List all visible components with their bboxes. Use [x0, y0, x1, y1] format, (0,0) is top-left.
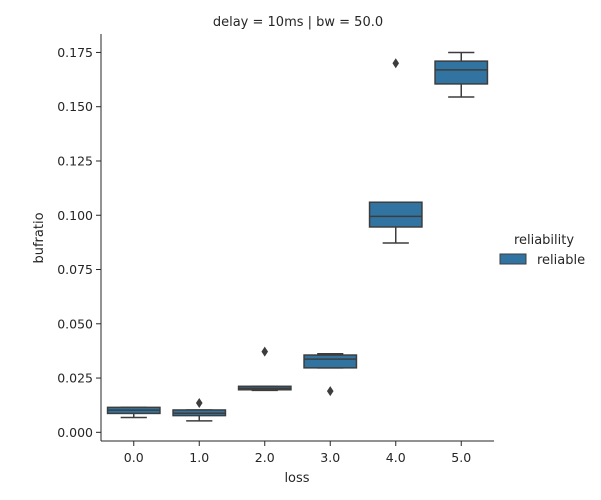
y-tick-label: 0.125	[57, 153, 93, 168]
box-1.0	[172, 398, 227, 422]
y-tick-label: 0.075	[57, 262, 93, 277]
outlier-point	[392, 58, 400, 69]
x-tick-label: 3.0	[320, 450, 340, 465]
chart-title: delay = 10ms | bw = 50.0	[213, 15, 383, 30]
outlier-point	[326, 386, 334, 397]
legend: reliability reliable	[499, 233, 585, 268]
x-axis-ticks: 0.0 1.0 2.0 3.0 4.0 5.0	[124, 441, 471, 465]
y-tick-label: 0.175	[57, 45, 93, 60]
box-iqr	[303, 354, 358, 369]
box-iqr	[368, 201, 423, 228]
x-tick-label: 5.0	[451, 450, 471, 465]
y-tick-label: 0.025	[57, 371, 93, 386]
legend-swatch	[499, 253, 527, 265]
x-axis-label: loss	[284, 471, 309, 486]
x-tick-label: 1.0	[189, 450, 209, 465]
x-tick-label: 0.0	[124, 450, 144, 465]
y-axis-label: bufratio	[32, 212, 47, 263]
box-2.0	[237, 346, 292, 392]
box-0.0	[106, 406, 161, 419]
legend-entry-reliable: reliable	[537, 253, 585, 268]
box-plot-marks	[106, 51, 489, 422]
y-axis-ticks: 0.000 0.025 0.050 0.075 0.100 0.125 0.150 0.175	[57, 45, 101, 440]
outlier-point	[261, 346, 269, 357]
y-tick-label: 0.050	[57, 316, 93, 331]
box-iqr	[434, 60, 489, 85]
y-tick-label: 0.150	[57, 99, 93, 114]
legend-title: reliability	[514, 233, 574, 248]
box-5.0	[434, 51, 489, 98]
y-tick-label: 0.100	[57, 208, 93, 223]
x-tick-label: 2.0	[255, 450, 275, 465]
box-4.0	[368, 58, 423, 244]
y-tick-label: 0.000	[57, 425, 93, 440]
outlier-point	[195, 398, 203, 409]
x-tick-label: 4.0	[386, 450, 406, 465]
box-3.0	[303, 352, 358, 397]
